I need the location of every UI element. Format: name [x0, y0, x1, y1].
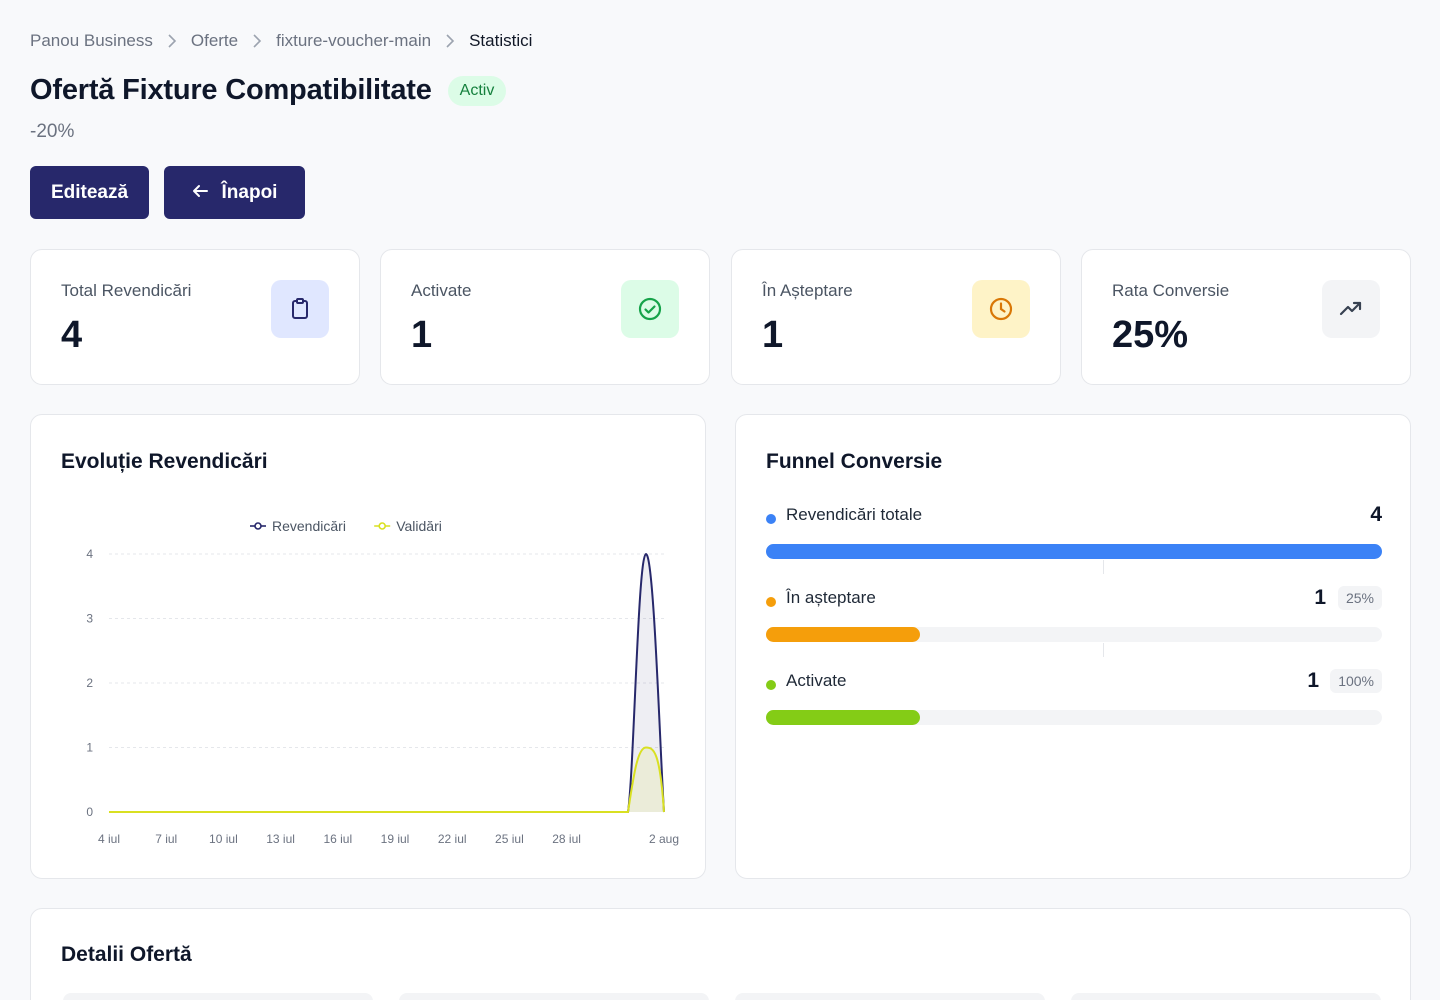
legend-label: Validări — [396, 518, 442, 534]
funnel-label: Revendicări totale — [786, 505, 923, 524]
funnel-fill — [766, 544, 1382, 559]
stat-value: 1 — [411, 314, 433, 356]
y-tick-label: 3 — [86, 612, 93, 626]
breadcrumb-item-current: Statistici — [469, 31, 533, 50]
funnel-percentage: 100% — [1330, 669, 1382, 693]
legend-marker — [378, 522, 387, 530]
breadcrumb-item-oferte[interactable]: Oferte — [190, 31, 239, 50]
detail-field — [63, 993, 373, 1000]
y-tick-label: 2 — [86, 676, 93, 690]
edit-button[interactable]: Editează — [30, 166, 149, 219]
stat-label: Rata Conversie — [1112, 281, 1230, 300]
x-tick-label: 22 iul — [438, 832, 467, 846]
funnel-track — [766, 710, 1382, 725]
detail-field — [1071, 993, 1381, 1000]
back-button[interactable]: Înapoi — [164, 166, 305, 219]
legend-label: Revendicări — [272, 518, 346, 534]
breadcrumb-item-panou-business[interactable]: Panou Business — [30, 31, 153, 50]
edit-button-label: Editează — [50, 181, 129, 203]
y-tick-label: 1 — [86, 741, 93, 755]
clock-icon — [972, 280, 1030, 338]
stat-label: În Așteptare — [762, 281, 853, 300]
funnel-fill — [766, 710, 920, 725]
x-tick-label: 7 iul — [155, 832, 177, 846]
detail-field — [735, 993, 1045, 1000]
discount-value: -20% — [30, 121, 75, 142]
stat-value: 4 — [61, 314, 83, 356]
stat-card-conversion: Rata Conversie 25% — [1081, 249, 1411, 385]
x-tick-label: 13 iul — [266, 832, 295, 846]
funnel-title: Funnel Conversie — [766, 450, 943, 473]
details-title: Detalii Ofertă — [61, 943, 192, 966]
stat-value: 25% — [1112, 314, 1189, 356]
funnel-panel: Funnel Conversie Revendicări totale 4 În… — [735, 414, 1411, 879]
trending-up-icon — [1322, 280, 1380, 338]
x-tick-label: 10 iul — [209, 832, 238, 846]
series-area — [109, 747, 664, 812]
page-title: Ofertă Fixture Compatibilitate — [30, 74, 432, 106]
chevron-right-icon — [445, 34, 455, 48]
y-tick-label: 4 — [86, 547, 93, 561]
funnel-dot — [766, 597, 776, 607]
back-button-label: Înapoi — [221, 181, 278, 203]
funnel-label: În așteptare — [786, 588, 876, 607]
stat-card-total: Total Revendicări 4 — [30, 249, 360, 385]
funnel-count: 1 — [1314, 586, 1326, 609]
chart-title: Evoluție Revendicări — [61, 450, 268, 473]
breadcrumb: Panou Business Oferte fixture-voucher-ma… — [30, 31, 532, 51]
funnel-track — [766, 627, 1382, 642]
funnel-track — [766, 544, 1382, 559]
x-tick-label: 28 iul — [552, 832, 581, 846]
details-panel: Detalii Ofertă — [30, 908, 1411, 1000]
chevron-right-icon — [167, 34, 177, 48]
x-tick-label: 19 iul — [381, 832, 410, 846]
clipboard-icon — [271, 280, 329, 338]
x-tick-label: 16 iul — [323, 832, 352, 846]
chart-panel: Evoluție Revendicări 0 1 2 3 4 4 iul 7 iul 10 i… — [30, 414, 706, 879]
stat-card-pending: În Așteptare 1 — [731, 249, 1061, 385]
check-circle-icon — [621, 280, 679, 338]
title-row: Ofertă Fixture Compatibilitate Activ — [30, 74, 507, 107]
funnel-divider — [1103, 643, 1104, 657]
funnel-fill — [766, 627, 920, 642]
stat-label: Activate — [411, 281, 472, 300]
detail-field — [399, 993, 709, 1000]
stat-card-activated: Activate 1 — [380, 249, 710, 385]
funnel-label: Activate — [786, 671, 847, 690]
x-tick-label: 2 aug — [649, 832, 679, 846]
chevron-right-icon — [252, 34, 262, 48]
funnel-count: 1 — [1307, 669, 1319, 692]
arrow-left-icon — [192, 182, 208, 204]
status-badge: Activ — [447, 75, 507, 106]
funnel-dot — [766, 680, 776, 690]
x-tick-label: 25 iul — [495, 832, 524, 846]
stat-label: Total Revendicări — [61, 281, 192, 300]
y-tick-label: 0 — [86, 805, 93, 819]
series-line — [109, 746, 665, 813]
funnel-dot — [766, 514, 776, 524]
funnel-count: 4 — [1370, 503, 1382, 526]
funnel-divider — [1103, 560, 1104, 574]
series-line — [109, 552, 665, 813]
x-tick-label: 4 iul — [98, 832, 120, 846]
stat-value: 1 — [762, 314, 784, 356]
breadcrumb-item-voucher[interactable]: fixture-voucher-main — [276, 31, 432, 50]
legend-marker — [254, 522, 262, 530]
claims-chart: 0 1 2 3 4 4 iul 7 iul 10 iul 13 iul 16 iul 19 iul 2… — [86, 518, 679, 846]
funnel-percentage: 25% — [1337, 586, 1382, 610]
